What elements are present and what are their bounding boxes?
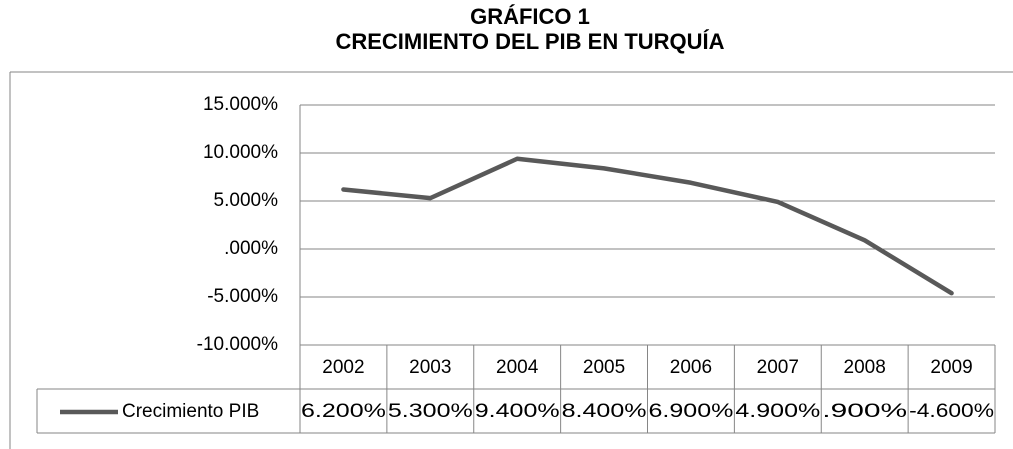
x-tick-label: 2003 xyxy=(409,357,451,378)
x-tick-label: 2008 xyxy=(844,357,886,378)
x-tick-label: 2007 xyxy=(757,357,799,378)
x-tick-label: 2006 xyxy=(670,357,712,378)
y-tick-label: 15.000% xyxy=(203,94,278,115)
x-tick-label: 2004 xyxy=(496,357,539,378)
data-label: 9.400% xyxy=(475,401,560,422)
data-label: 6.200% xyxy=(301,401,386,422)
y-tick-label: .000% xyxy=(224,238,278,259)
data-label: .900% xyxy=(822,401,907,422)
series-line xyxy=(341,156,954,296)
data-label: 4.900% xyxy=(735,401,820,422)
data-label: 8.400% xyxy=(562,401,647,422)
data-label: 6.900% xyxy=(649,401,734,422)
x-tick-label: 2009 xyxy=(930,357,972,378)
x-tick-label: 2002 xyxy=(322,357,364,378)
legend-label: Crecimiento PIB xyxy=(122,401,259,422)
data-label: -4.600% xyxy=(909,401,994,422)
y-tick-label: 10.000% xyxy=(203,142,278,163)
chart-title: GRÁFICO 1 xyxy=(470,4,590,29)
x-tick-label: 2005 xyxy=(583,357,625,378)
y-tick-label: 5.000% xyxy=(214,190,279,211)
data-label: 5.300% xyxy=(388,401,473,422)
chart-subtitle: CRECIMIENTO DEL PIB EN TURQUÍA xyxy=(335,29,724,54)
y-tick-label: -5.000% xyxy=(207,286,278,307)
y-tick-label: -10.000% xyxy=(197,334,278,355)
